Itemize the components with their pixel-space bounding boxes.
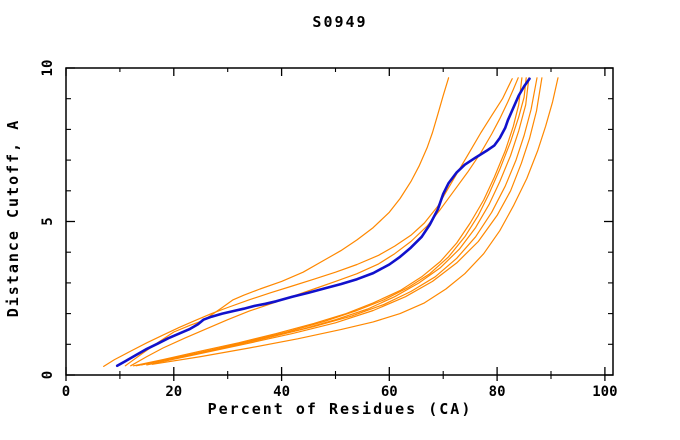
curve-model-orange-1 — [103, 78, 513, 367]
x-tick-label: 0 — [62, 384, 70, 400]
x-tick-label: 20 — [165, 384, 182, 400]
x-tick-label: 80 — [489, 384, 506, 400]
y-tick-label: 5 — [40, 217, 56, 225]
y-tick-label: 0 — [40, 371, 56, 379]
x-tick-label: 100 — [592, 384, 617, 400]
curve-model-orange-4 — [132, 77, 523, 367]
curve-model-orange-2 — [124, 77, 450, 367]
curve-model-orange-8 — [146, 77, 543, 366]
curve-model-orange-3 — [130, 77, 519, 367]
curve-model-orange-7 — [140, 77, 538, 366]
curve-model-blue-highlight — [115, 77, 531, 368]
x-axis-label: Percent of Residues (CA) — [208, 400, 473, 418]
x-tick-label: 60 — [381, 384, 398, 400]
y-axis-label: Distance Cutoff, A — [4, 119, 22, 318]
curve-model-orange-9 — [151, 77, 559, 365]
x-tick-label: 40 — [273, 384, 290, 400]
plot-title: S0949 — [312, 13, 367, 31]
plot-frame — [65, 67, 614, 376]
y-tick-label: 10 — [40, 60, 56, 77]
curve-model-orange-5 — [135, 77, 527, 367]
plot-layers: 0 20 40 60 80 100 0 5 10 — [40, 60, 618, 400]
